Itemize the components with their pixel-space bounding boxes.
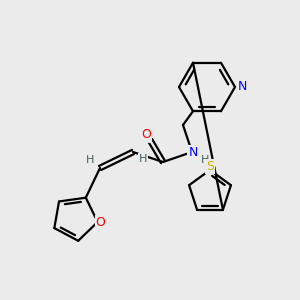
Text: N: N: [188, 146, 198, 158]
Text: H: H: [201, 155, 209, 165]
Text: S: S: [206, 160, 214, 172]
Text: O: O: [96, 217, 106, 230]
Text: H: H: [139, 154, 147, 164]
Text: O: O: [141, 128, 151, 142]
Text: N: N: [237, 80, 247, 94]
Text: H: H: [86, 155, 94, 165]
